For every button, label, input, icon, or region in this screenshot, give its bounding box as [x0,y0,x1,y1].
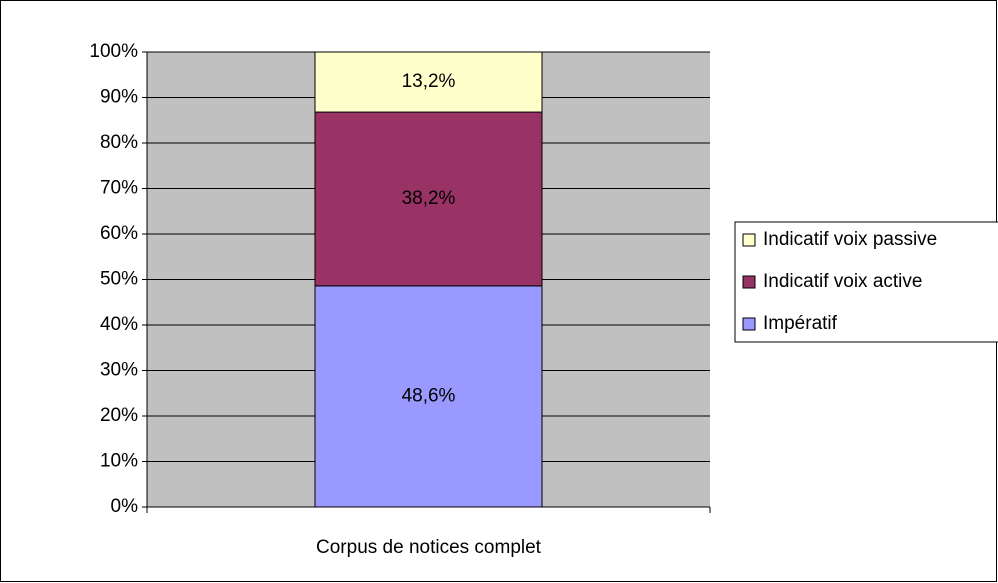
legend-swatch [742,233,756,247]
value-label: 48,6% [402,385,456,406]
y-tick-label: 40% [100,314,138,335]
y-tick-label: 20% [100,405,138,426]
value-label: 38,2% [402,188,456,209]
legend-swatch [742,275,756,289]
bar-segment [314,111,543,287]
legend-box [734,221,998,343]
y-tick-label: 50% [100,269,138,290]
y-tick-label: 90% [100,87,138,108]
legend-label: Indicatif voix active [763,271,922,292]
x-tick-label: Corpus de notices complet [316,537,542,558]
y-tick-label: 10% [100,451,138,472]
y-tick-label: 100% [89,41,138,62]
y-tick-label: 80% [100,132,138,153]
value-label: 13,2% [402,71,456,92]
y-tick-label: 0% [111,496,139,517]
y-tick-label: 30% [100,360,138,381]
bar-segment [314,51,543,113]
legend-label: Indicatif voix passive [763,229,937,250]
bar-segment [314,285,543,508]
y-tick-label: 60% [100,223,138,244]
legend-label: Impératif [763,313,838,334]
y-tick-label: 70% [100,178,138,199]
legend-swatch [742,317,756,331]
